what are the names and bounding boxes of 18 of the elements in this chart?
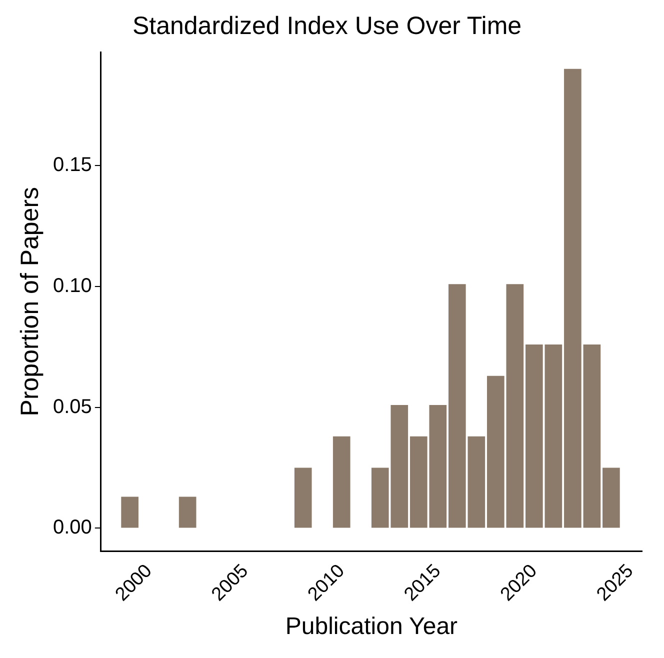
- y-tick-label: 0.10: [52, 275, 92, 297]
- bar: [294, 468, 312, 528]
- y-tick-label: 0.05: [52, 396, 92, 418]
- bar: [526, 344, 543, 528]
- bar: [121, 496, 138, 528]
- chart-title: Standardized Index Use Over Time: [132, 12, 522, 40]
- bar: [506, 284, 524, 528]
- y-tick-label: 0.00: [52, 516, 92, 539]
- x-axis-title: Publication Year: [285, 613, 458, 640]
- y-axis-title: Proportion of Papers: [16, 186, 44, 416]
- bar: [178, 496, 196, 528]
- bar: [564, 68, 582, 528]
- y-tick-label: 0.15: [52, 154, 92, 176]
- bar: [544, 344, 562, 528]
- bar: [583, 344, 601, 528]
- bar: [332, 436, 350, 528]
- bar: [486, 376, 504, 528]
- bar: [602, 468, 620, 528]
